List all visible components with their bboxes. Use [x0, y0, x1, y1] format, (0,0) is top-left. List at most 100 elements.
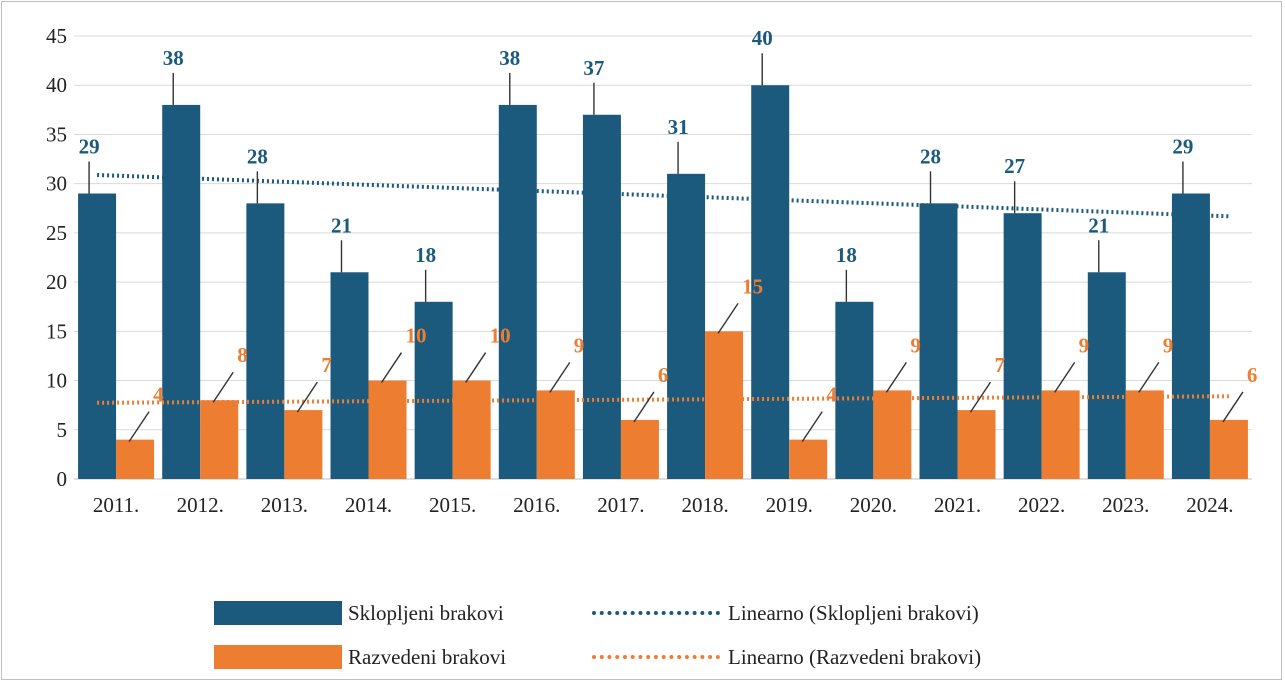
y-tick-label: 20 — [46, 270, 67, 294]
x-axis: 2011. 2012. 2013. 2014. 2015. 2016. 2017. 2018.… — [93, 493, 1234, 517]
x-tick-label: 2023. — [1102, 493, 1149, 517]
leader-line — [380, 352, 403, 383]
leader-line — [296, 381, 318, 413]
legend-row-1: Sklopljeni brakovi Linearno (Sklopljeni … — [214, 598, 1114, 628]
bar-sklopljeni — [835, 301, 874, 479]
data-label-sklopljeni: 31 — [668, 115, 689, 139]
data-label-razvedeni: 6 — [658, 363, 669, 387]
data-label-razvedeni: 8 — [237, 343, 248, 367]
bar-razvedeni — [873, 390, 912, 479]
bar-razvedeni — [705, 331, 744, 479]
legend-dotted-line-razvedeni — [592, 655, 720, 659]
x-tick-label: 2019. — [766, 493, 813, 517]
data-label-sklopljeni: 29 — [79, 135, 100, 159]
leader-line — [717, 302, 739, 334]
data-label-razvedeni: 10 — [406, 324, 427, 348]
leader-line — [212, 371, 234, 403]
bar-razvedeni — [452, 380, 491, 479]
bar-sklopljeni — [1003, 213, 1042, 479]
data-label-razvedeni: 15 — [742, 274, 763, 298]
leader-line — [465, 352, 487, 383]
bar-sklopljeni — [414, 301, 453, 479]
x-tick-label: 2015. — [429, 493, 476, 517]
legend-item-trend-razvedeni: Linearno (Razvedeni brakovi) — [592, 642, 981, 672]
y-tick-label: 10 — [46, 369, 67, 393]
bar-razvedeni — [620, 419, 659, 479]
data-label-razvedeni: 7 — [321, 353, 332, 377]
leader-line — [885, 362, 907, 393]
leader-line — [1054, 362, 1076, 393]
data-label-sklopljeni: 18 — [836, 243, 857, 267]
bar-sklopljeni — [78, 193, 117, 479]
legend-item-trend-sklopljeni: Linearno (Sklopljeni brakovi) — [592, 598, 979, 628]
legend-row-2: Razvedeni brakovi Linearno (Razvedeni br… — [214, 642, 1114, 672]
data-label-razvedeni: 9 — [1163, 333, 1174, 357]
bar-chart: 0 5 10 15 20 25 30 35 40 45 29 4 38 8 28 7 21 10 18 10 38 9 3… — [46, 24, 1258, 517]
leader-line — [1138, 362, 1160, 393]
x-tick-label: 2011. — [93, 493, 139, 517]
data-label-sklopljeni: 21 — [331, 213, 352, 237]
leader-line — [801, 411, 823, 443]
leader-line — [1222, 391, 1244, 423]
data-labels: 29 4 38 8 28 7 21 10 18 10 38 9 37 6 31 15 40 4 18 9 28 7 27 9 2… — [79, 26, 1258, 406]
y-tick-label: 35 — [46, 122, 67, 146]
data-label-sklopljeni: 37 — [583, 56, 604, 80]
data-label-sklopljeni: 27 — [1004, 154, 1025, 178]
legend-swatch-razvedeni — [214, 645, 342, 669]
y-tick-label: 15 — [46, 319, 67, 343]
bar-sklopljeni — [162, 104, 201, 480]
leader-line — [969, 381, 992, 413]
data-label-razvedeni: 10 — [490, 324, 511, 348]
x-tick-label: 2020. — [850, 493, 897, 517]
data-label-sklopljeni: 38 — [163, 46, 184, 70]
bar-razvedeni — [536, 390, 575, 479]
bar-sklopljeni — [582, 114, 621, 479]
x-tick-label: 2018. — [681, 493, 728, 517]
data-label-sklopljeni: 38 — [499, 46, 520, 70]
bar-sklopljeni — [498, 104, 537, 480]
legend-label-sklopljeni: Sklopljeni brakovi — [348, 600, 504, 625]
data-label-sklopljeni: 40 — [752, 26, 773, 50]
bar-sklopljeni — [330, 272, 369, 479]
x-tick-label: 2024. — [1186, 493, 1233, 517]
bar-sklopljeni — [1087, 272, 1126, 479]
y-tick-label: 30 — [46, 172, 67, 196]
bar-sklopljeni — [751, 85, 790, 479]
x-tick-label: 2012. — [177, 493, 224, 517]
legend-label-trend-razvedeni: Linearno (Razvedeni brakovi) — [728, 644, 982, 669]
y-tick-label: 45 — [46, 24, 67, 48]
x-tick-label: 2014. — [345, 493, 392, 517]
bar-razvedeni — [1041, 390, 1080, 479]
data-label-razvedeni: 9 — [574, 333, 585, 357]
label-leader-lines — [88, 53, 1244, 443]
bar-sklopljeni — [667, 173, 706, 480]
data-label-sklopljeni: 28 — [920, 144, 941, 168]
bar-sklopljeni — [246, 203, 285, 479]
data-label-razvedeni: 9 — [910, 333, 921, 357]
bars — [78, 85, 1248, 480]
trendlines — [96, 172, 1230, 405]
data-label-razvedeni: 4 — [826, 383, 837, 407]
x-tick-label: 2021. — [934, 493, 981, 517]
legend-item-razvedeni: Razvedeni brakovi — [214, 642, 506, 672]
legend-dotted-line-sklopljeni — [592, 611, 720, 615]
data-label-razvedeni: 7 — [995, 353, 1006, 377]
legend-label-razvedeni: Razvedeni brakovi — [348, 644, 507, 669]
y-tick-label: 5 — [57, 418, 68, 442]
leader-line — [633, 391, 655, 423]
trendline — [96, 172, 1230, 219]
trendline — [97, 394, 1229, 405]
data-label-sklopljeni: 28 — [247, 144, 268, 168]
bar-sklopljeni — [919, 203, 958, 479]
bar-sklopljeni — [1171, 193, 1210, 479]
legend-item-sklopljeni: Sklopljeni brakovi — [214, 598, 504, 628]
legend-label-trend-sklopljeni: Linearno (Sklopljeni brakovi) — [728, 600, 979, 625]
y-tick-label: 0 — [57, 467, 68, 491]
data-label-sklopljeni: 29 — [1172, 135, 1193, 159]
data-label-sklopljeni: 18 — [415, 243, 436, 267]
x-tick-label: 2022. — [1018, 493, 1065, 517]
y-axis: 0 5 10 15 20 25 30 35 40 45 — [46, 24, 67, 491]
bar-razvedeni — [789, 439, 828, 479]
x-tick-label: 2013. — [261, 493, 308, 517]
